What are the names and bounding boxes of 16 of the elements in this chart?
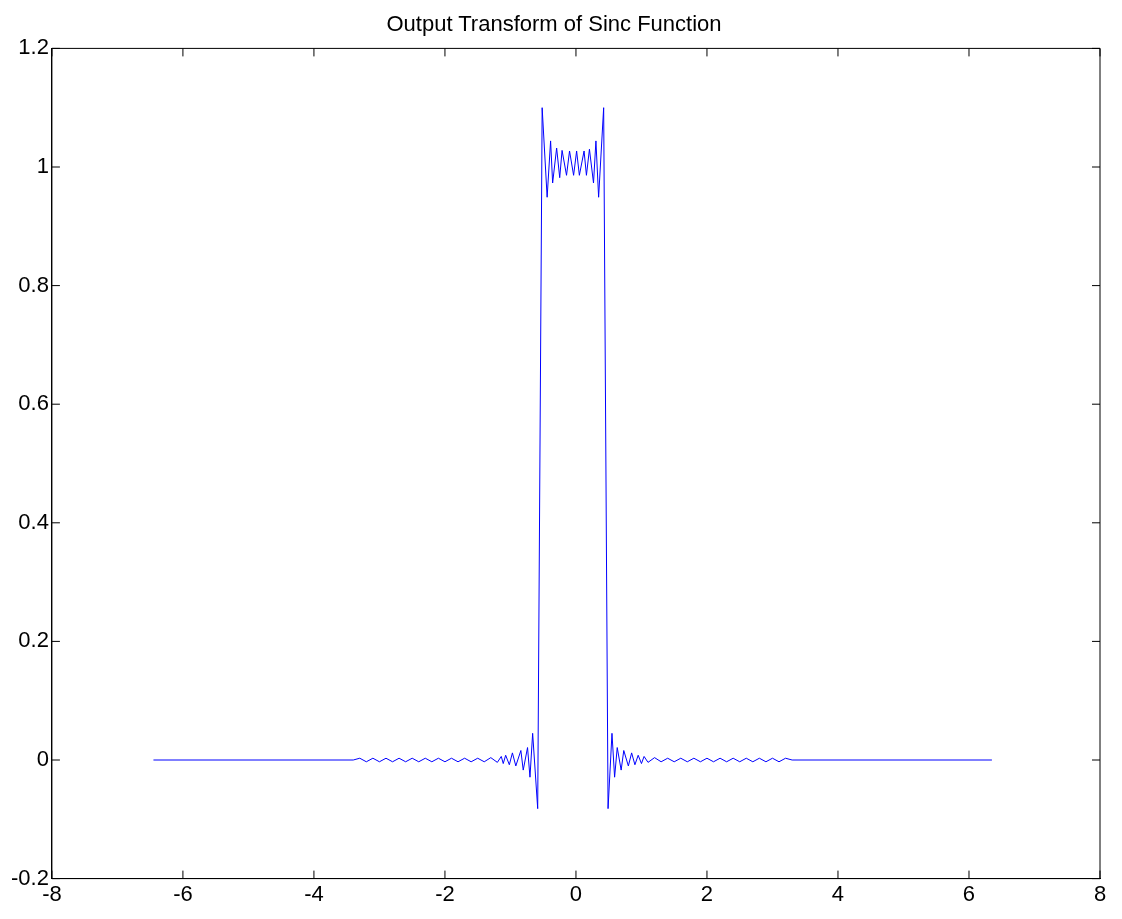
x-tick-label: -6 [173,880,193,906]
x-tick-label: 6 [962,880,976,906]
x-tick-label: 4 [831,880,845,906]
y-tick-label: 0.2 [18,627,49,653]
y-tick-label: 0 [36,746,49,772]
y-tick-label: 0.4 [18,508,49,534]
x-tick-label: 2 [700,880,714,906]
y-tick-label: 0.8 [18,271,49,297]
y-tick-label: 0.6 [18,390,49,416]
y-tick-label: 1.2 [18,34,49,60]
chart-title: Output Transform of Sinc Function [386,11,722,37]
x-tick-label: 8 [1093,880,1107,906]
x-tick-label: 0 [569,880,583,906]
x-tick-label: -4 [304,880,324,906]
x-tick-label: -2 [435,880,455,906]
y-tick-label: 1 [36,153,49,179]
